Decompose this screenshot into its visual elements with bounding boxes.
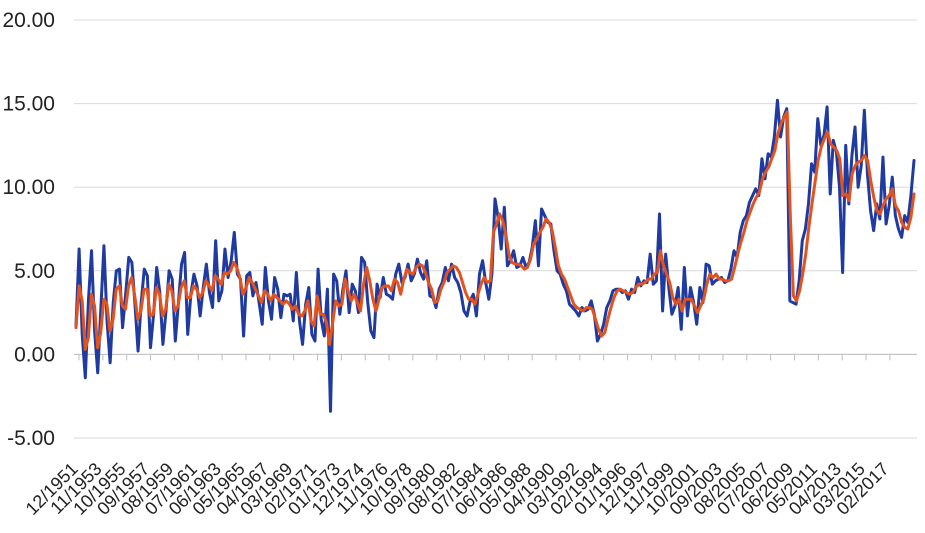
series-lines xyxy=(74,98,916,413)
y-axis: 20.00 15.00 10.00 5.00 0.00 -5.00 xyxy=(2,9,55,450)
y-tick-label: 15.00 xyxy=(2,93,55,116)
x-axis: 12/195111/195310/195509/195708/195907/19… xyxy=(22,353,917,519)
series-line-blue xyxy=(74,98,916,413)
y-tick-label: 20.00 xyxy=(2,9,55,32)
y-tick-label: 5.00 xyxy=(14,260,55,283)
y-tick-label: 10.00 xyxy=(2,176,55,199)
y-tick-label: 0.00 xyxy=(14,343,55,366)
series-line-orange xyxy=(74,110,916,351)
y-tick-label: -5.00 xyxy=(7,427,55,450)
